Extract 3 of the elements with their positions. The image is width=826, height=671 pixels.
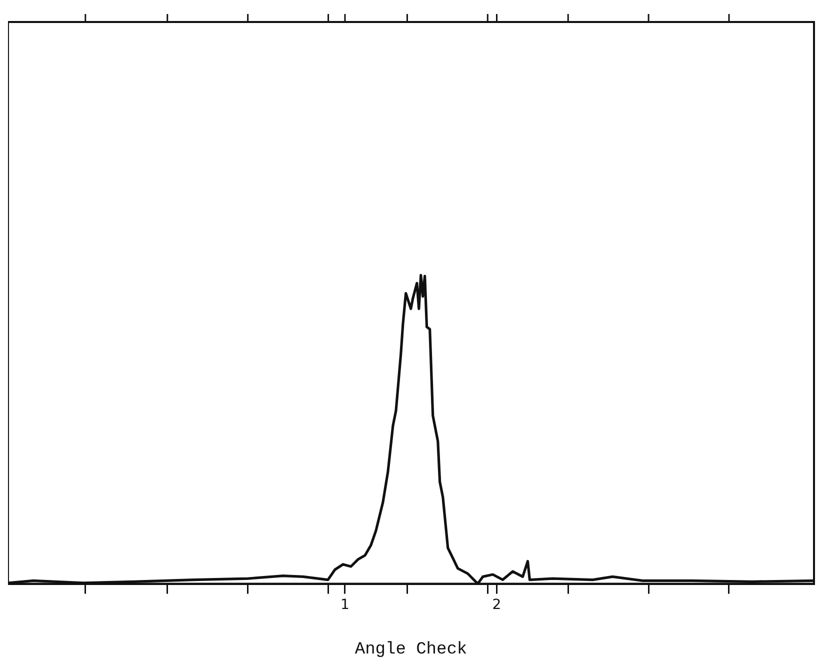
x-tick-label: 1 [340, 596, 350, 613]
x-axis-title: Angle Check [354, 640, 468, 660]
x-tick-label: 2 [492, 596, 502, 613]
